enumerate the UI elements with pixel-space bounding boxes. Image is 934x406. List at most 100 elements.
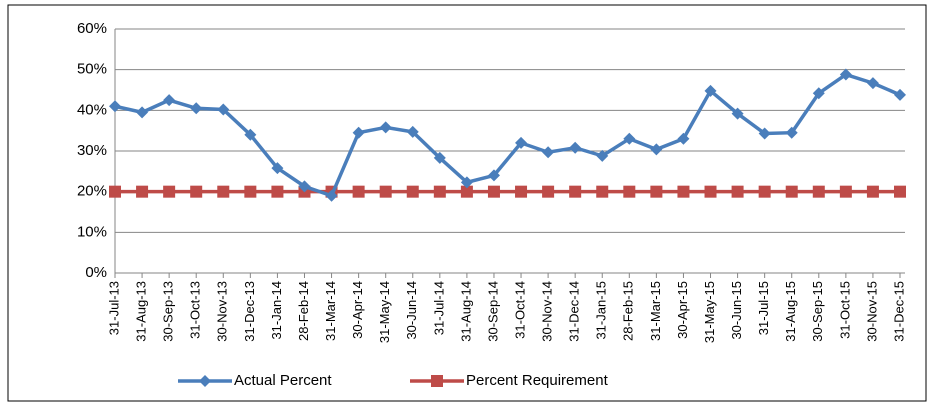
marker [731,107,744,120]
marker [199,375,211,387]
marker [894,88,906,101]
marker [704,185,717,198]
marker [758,185,771,198]
y-tick-label: 10% [77,223,107,240]
y-tick-label: 30% [77,142,107,159]
marker [785,185,798,198]
marker [190,102,203,115]
x-tick-label: 31-Mar-15 [648,281,663,341]
marker [352,126,365,139]
marker [298,180,311,193]
x-tick-label: 30-Sep-13 [161,281,176,342]
x-tick-label: 30-Jun-14 [404,281,419,340]
marker [217,103,230,116]
marker [379,185,392,198]
marker [325,189,338,202]
marker [109,185,121,198]
marker [569,141,582,154]
x-tick-label: 30-Nov-13 [215,281,230,342]
marker [379,121,392,134]
x-tick-label: 28-Feb-15 [621,281,636,341]
marker [894,185,906,198]
marker [190,185,203,198]
y-tick-label: 0% [85,264,107,281]
marker [109,100,121,113]
marker [217,185,230,198]
marker [271,185,284,198]
marker [785,126,798,139]
marker [596,149,609,162]
legend-label: Actual Percent [234,372,332,389]
marker [460,185,473,198]
y-tick-label: 50% [77,61,107,78]
x-tick-label: 31-Oct-13 [188,281,203,339]
marker [569,185,582,198]
marker [731,185,744,198]
x-tick-label: 31-Mar-14 [323,281,338,341]
marker [433,151,446,164]
y-tick-label: 20% [77,183,107,200]
x-tick-label: 30-Apr-14 [350,281,365,339]
marker [163,185,176,198]
x-tick-label: 28-Feb-14 [296,281,311,341]
marker [758,127,771,140]
x-tick-label: 31-May-15 [702,281,717,343]
marker [812,87,825,100]
marker [704,84,717,97]
marker [515,136,528,149]
marker [812,185,825,198]
marker [839,185,852,198]
marker [623,185,636,198]
marker [542,185,555,198]
marker [650,143,663,156]
marker [163,94,176,107]
x-tick-label: 31-Jul-15 [756,281,771,335]
x-tick-label: 31-Oct-15 [837,281,852,339]
marker [839,68,852,81]
y-tick-label: 40% [77,101,107,118]
marker [244,128,257,141]
marker [487,169,500,182]
x-tick-label: 31-Oct-14 [512,281,527,339]
x-tick-label: 30-Nov-14 [540,281,555,342]
x-tick-label: 31-May-14 [377,281,392,343]
marker [406,125,419,138]
marker [136,106,149,119]
marker [677,132,690,145]
marker [406,185,419,198]
marker [136,185,149,198]
marker [352,185,365,198]
chart-border [7,4,927,402]
marker [866,185,879,198]
x-tick-label: 30-Nov-15 [864,281,879,342]
x-tick-label: 31-Aug-13 [134,281,149,342]
x-tick-label: 30-Sep-14 [485,281,500,342]
x-tick-label: 31-Jan-15 [594,281,609,340]
marker [623,132,636,145]
x-tick-label: 31-Dec-13 [242,281,257,342]
x-tick-label: 30-Jun-15 [729,281,744,340]
x-tick-label: 31-Dec-14 [567,281,582,342]
marker [542,146,555,159]
marker [677,185,690,198]
x-tick-label: 31-Jan-14 [269,281,284,340]
marker [244,185,257,198]
series-line [114,72,901,198]
marker [460,176,473,189]
x-tick-label: 31-Dec-15 [891,281,906,342]
marker [431,375,443,387]
marker [271,162,284,175]
x-tick-label: 30-Apr-15 [675,281,690,339]
y-tick-label: 60% [77,20,107,37]
legend-label: Percent Requirement [466,372,609,389]
marker [433,185,446,198]
x-tick-label: 31-Aug-15 [783,281,798,342]
marker [866,77,879,90]
x-tick-label: 31-Aug-14 [458,281,473,342]
marker [596,185,609,198]
marker [650,185,663,198]
marker [515,185,528,198]
x-tick-label: 30-Sep-15 [810,281,825,342]
x-tick-label: 31-Jul-13 [106,281,121,335]
